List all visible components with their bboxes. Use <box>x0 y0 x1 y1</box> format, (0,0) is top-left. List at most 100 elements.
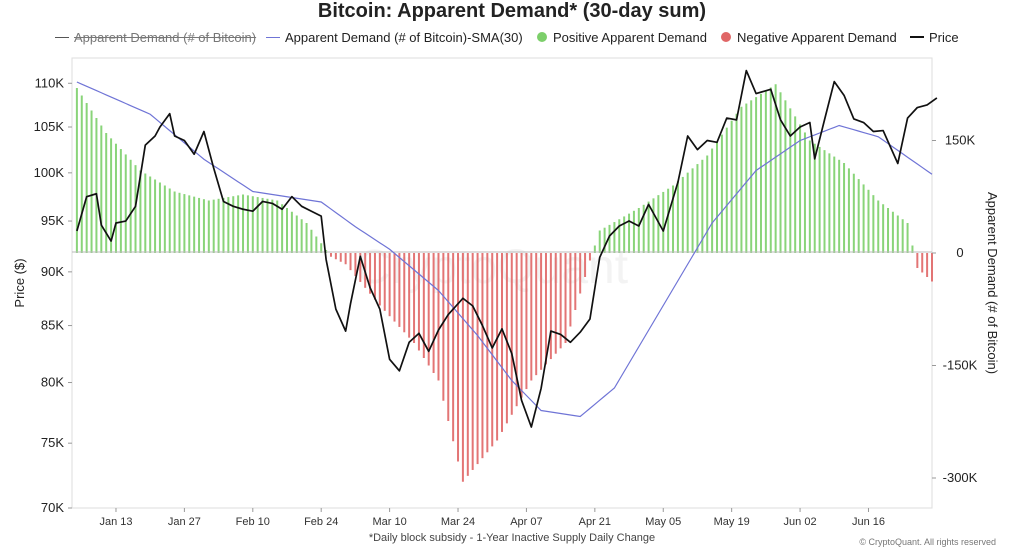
negative-demand-bar <box>559 253 562 349</box>
negative-demand-bar <box>447 253 450 421</box>
positive-demand-bar <box>774 84 777 253</box>
positive-demand-bar <box>75 88 78 253</box>
negative-demand-bar <box>339 253 342 262</box>
positive-demand-bar <box>618 219 621 253</box>
positive-demand-bar <box>843 163 846 253</box>
positive-demand-bar <box>764 90 767 254</box>
right-tick-label: 150K <box>945 133 976 148</box>
positive-demand-bar <box>256 197 259 253</box>
positive-demand-bar <box>119 149 122 253</box>
legend-item-negative-demand[interactable]: Negative Apparent Demand <box>721 27 897 47</box>
dot-swatch-icon <box>721 32 731 42</box>
negative-demand-bar <box>432 253 435 373</box>
negative-demand-bar <box>481 253 484 459</box>
chart-footnote: *Daily block subsidy - 1-Year Inactive S… <box>368 532 656 544</box>
positive-demand-bar <box>867 189 870 253</box>
chart-title: Bitcoin: Apparent Demand* (30-day sum) <box>317 0 707 22</box>
positive-demand-bar <box>95 118 98 253</box>
positive-demand-bar <box>320 243 323 253</box>
negative-demand-bar <box>403 253 406 333</box>
positive-demand-bar <box>789 108 792 253</box>
positive-demand-bar <box>818 146 821 253</box>
x-tick-label: Feb 24 <box>304 516 338 528</box>
negative-demand-bar <box>931 253 933 282</box>
positive-demand-bar <box>305 223 308 253</box>
positive-demand-bar <box>852 173 855 253</box>
positive-demand-bar <box>623 216 626 253</box>
positive-demand-bar <box>271 199 274 253</box>
legend-label: Apparent Demand (# of Bitcoin)-SMA(30) <box>285 29 523 45</box>
positive-demand-bar <box>906 223 909 253</box>
positive-demand-bar <box>701 159 704 253</box>
legend-item-sma30[interactable]: Apparent Demand (# of Bitcoin)-SMA(30) <box>266 27 523 47</box>
price-line <box>76 69 938 428</box>
positive-demand-bar <box>755 97 758 253</box>
positive-demand-bar <box>706 155 709 253</box>
positive-demand-bar <box>711 148 714 253</box>
negative-demand-bar <box>544 253 547 365</box>
negative-demand-bar <box>916 253 919 268</box>
positive-demand-bar <box>100 125 103 253</box>
negative-demand-bar <box>520 253 523 398</box>
positive-demand-bar <box>295 215 298 253</box>
positive-demand-bar <box>891 211 894 253</box>
left-tick-label: 80K <box>41 375 64 390</box>
positive-demand-bar <box>803 132 806 253</box>
positive-demand-bar <box>603 227 606 253</box>
positive-demand-bar <box>838 159 841 253</box>
positive-demand-bar <box>637 208 640 253</box>
negative-demand-bar <box>393 253 396 322</box>
positive-demand-bar <box>740 106 743 253</box>
positive-demand-bar <box>613 222 616 253</box>
positive-demand-bar <box>882 204 885 253</box>
negative-demand-bar <box>471 253 474 470</box>
negative-demand-bar <box>476 253 479 465</box>
x-tick-label: Apr 21 <box>579 516 611 528</box>
positive-demand-bar <box>833 156 836 253</box>
legend-item-apparent-demand[interactable]: Apparent Demand (# of Bitcoin) <box>55 27 256 47</box>
negative-demand-bar <box>408 253 411 338</box>
positive-demand-bar <box>730 120 733 254</box>
positive-demand-bar <box>237 195 240 253</box>
positive-demand-bar <box>608 224 611 254</box>
positive-demand-bar <box>300 219 303 253</box>
negative-demand-bar <box>354 253 357 277</box>
positive-demand-bar <box>202 199 205 253</box>
positive-demand-bar <box>198 197 201 253</box>
x-tick-label: Mar 24 <box>441 516 475 528</box>
positive-demand-bar <box>857 179 860 253</box>
negative-demand-bar <box>344 253 347 265</box>
positive-demand-bar <box>691 168 694 253</box>
positive-demand-bar <box>227 197 230 253</box>
positive-demand-bar <box>193 196 196 253</box>
line-swatch-icon <box>55 36 69 38</box>
x-tick-label: Jan 27 <box>168 516 201 528</box>
positive-demand-bar <box>647 201 650 253</box>
dot-swatch-icon <box>537 32 547 42</box>
positive-demand-bar <box>642 204 645 253</box>
positive-demand-bar <box>808 140 811 253</box>
positive-demand-bar <box>246 195 249 253</box>
positive-demand-bar <box>911 245 914 253</box>
positive-demand-bar <box>134 165 137 253</box>
positive-demand-bar <box>813 143 816 253</box>
negative-demand-bar <box>417 253 420 351</box>
positive-demand-bar <box>794 116 797 253</box>
positive-demand-bar <box>652 198 655 253</box>
positive-demand-bar <box>310 229 313 253</box>
negative-demand-bar <box>535 253 538 376</box>
legend-item-positive-demand[interactable]: Positive Apparent Demand <box>537 27 707 47</box>
negative-demand-bar <box>383 253 386 311</box>
negative-demand-bar <box>373 253 376 300</box>
positive-demand-bar <box>266 198 269 253</box>
positive-demand-bar <box>896 215 899 253</box>
positive-demand-bar <box>222 197 225 253</box>
positive-demand-bar <box>799 124 802 254</box>
positive-demand-bar <box>242 194 245 253</box>
x-tick-label: May 19 <box>714 516 750 528</box>
positive-demand-bar <box>276 200 279 253</box>
positive-demand-bar <box>188 195 191 253</box>
positive-demand-bar <box>598 230 601 253</box>
legend-item-price[interactable]: Price <box>910 27 959 47</box>
